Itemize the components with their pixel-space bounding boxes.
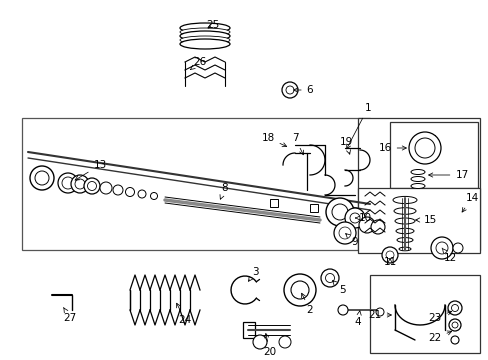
- Circle shape: [451, 322, 457, 328]
- Circle shape: [320, 269, 338, 287]
- Circle shape: [452, 243, 462, 253]
- Text: 26: 26: [190, 57, 206, 69]
- Bar: [414, 135, 434, 151]
- Circle shape: [84, 178, 100, 194]
- Circle shape: [447, 301, 461, 315]
- Circle shape: [375, 308, 383, 316]
- Bar: [309, 204, 317, 212]
- Circle shape: [87, 181, 96, 190]
- Ellipse shape: [392, 197, 416, 204]
- Circle shape: [358, 217, 374, 233]
- Text: 21: 21: [367, 310, 390, 320]
- Text: 4: 4: [354, 311, 361, 327]
- Text: 20: 20: [263, 334, 276, 357]
- Circle shape: [408, 132, 440, 164]
- Text: 1: 1: [346, 103, 370, 149]
- Circle shape: [58, 173, 78, 193]
- Ellipse shape: [180, 36, 229, 44]
- Text: 16: 16: [378, 143, 406, 153]
- Text: 27: 27: [63, 308, 77, 323]
- Circle shape: [285, 86, 293, 94]
- Circle shape: [450, 336, 458, 344]
- Circle shape: [150, 193, 157, 199]
- Text: 8: 8: [220, 183, 228, 199]
- Text: 10: 10: [355, 213, 371, 223]
- Circle shape: [331, 204, 347, 220]
- Text: 12: 12: [441, 248, 456, 263]
- Bar: [269, 199, 278, 207]
- Text: 15: 15: [415, 215, 436, 225]
- Circle shape: [325, 274, 334, 283]
- Circle shape: [75, 179, 85, 189]
- Text: 14: 14: [461, 193, 478, 212]
- Bar: [357, 188, 479, 253]
- Circle shape: [349, 213, 359, 223]
- Text: 24: 24: [176, 303, 191, 325]
- Circle shape: [71, 175, 89, 193]
- Text: 2: 2: [301, 293, 313, 315]
- Ellipse shape: [395, 228, 413, 234]
- Ellipse shape: [180, 31, 229, 41]
- Ellipse shape: [180, 23, 229, 33]
- Text: 19: 19: [339, 137, 352, 154]
- Text: 11: 11: [383, 257, 396, 267]
- Text: 7: 7: [291, 133, 303, 155]
- Circle shape: [279, 336, 290, 348]
- Ellipse shape: [180, 28, 229, 36]
- Circle shape: [290, 281, 308, 299]
- Circle shape: [325, 198, 353, 226]
- Ellipse shape: [393, 208, 415, 214]
- Circle shape: [35, 171, 49, 185]
- Circle shape: [284, 274, 315, 306]
- Ellipse shape: [410, 184, 424, 189]
- Circle shape: [448, 319, 460, 331]
- Circle shape: [338, 227, 350, 239]
- Circle shape: [252, 335, 266, 349]
- Circle shape: [370, 220, 384, 234]
- Bar: [22, 118, 369, 250]
- Circle shape: [62, 177, 74, 189]
- Ellipse shape: [410, 176, 424, 181]
- Text: 3: 3: [248, 267, 258, 281]
- Ellipse shape: [394, 218, 414, 224]
- Circle shape: [450, 305, 458, 311]
- Circle shape: [337, 305, 347, 315]
- Circle shape: [100, 182, 112, 194]
- Ellipse shape: [410, 170, 424, 175]
- Ellipse shape: [398, 247, 410, 251]
- Text: 13: 13: [75, 160, 106, 180]
- Circle shape: [282, 82, 297, 98]
- Text: 22: 22: [427, 331, 451, 343]
- Bar: [357, 118, 479, 250]
- Bar: [389, 122, 477, 188]
- Text: 6: 6: [293, 85, 313, 95]
- Circle shape: [381, 247, 397, 263]
- Circle shape: [414, 138, 434, 158]
- Text: 9: 9: [345, 234, 358, 247]
- Circle shape: [385, 251, 393, 259]
- Circle shape: [345, 208, 364, 228]
- Circle shape: [113, 185, 123, 195]
- Ellipse shape: [180, 39, 229, 49]
- Circle shape: [435, 242, 447, 254]
- Ellipse shape: [396, 238, 412, 242]
- Circle shape: [125, 188, 134, 197]
- Text: 18: 18: [261, 133, 286, 147]
- Text: 23: 23: [427, 311, 451, 323]
- Circle shape: [333, 222, 355, 244]
- Bar: [369, 275, 479, 353]
- Circle shape: [138, 190, 146, 198]
- Circle shape: [430, 237, 452, 259]
- Circle shape: [30, 166, 54, 190]
- Text: 25: 25: [206, 20, 219, 30]
- Text: 5: 5: [332, 280, 345, 295]
- Text: 17: 17: [428, 170, 468, 180]
- Bar: [243, 322, 254, 338]
